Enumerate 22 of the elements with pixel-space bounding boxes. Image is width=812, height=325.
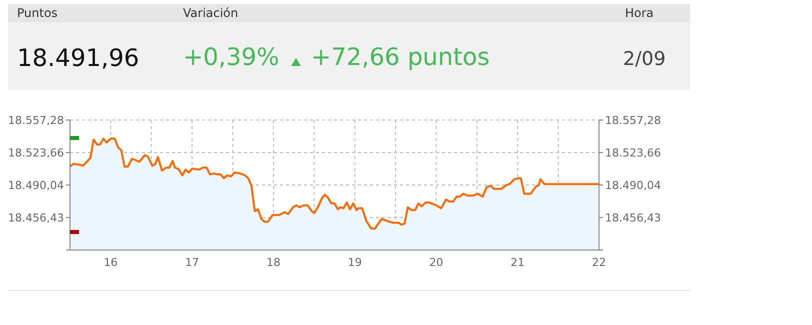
y-tick-label: 18.523,66 [8,146,64,160]
text: 20 [429,256,444,269]
text: 18 [266,256,280,269]
text: 16 [104,256,118,269]
text: Puntos [17,6,58,20]
text: Variación [183,6,238,20]
y2-tick-label: 18.523,66 [605,146,661,160]
text: +72,66 puntos [311,43,490,71]
text: 17 [185,256,200,269]
text: 2/09 [623,48,666,70]
y2-tick-label: 18.490,04 [605,178,661,192]
text: 19 [348,256,362,269]
y2-tick-label: 18.557,28 [605,114,661,127]
text: +0,39% [183,43,280,71]
text: 22 [592,256,606,269]
y-tick-label: 18.490,04 [8,178,64,192]
text: 21 [510,256,525,269]
y2-tick-label: 18.456,43 [605,211,661,224]
text: 18.491,96 [17,44,140,72]
y-tick-label: 18.456,43 [8,211,64,224]
text: Hora [625,6,654,20]
y-tick-label: 18.557,28 [8,114,64,127]
